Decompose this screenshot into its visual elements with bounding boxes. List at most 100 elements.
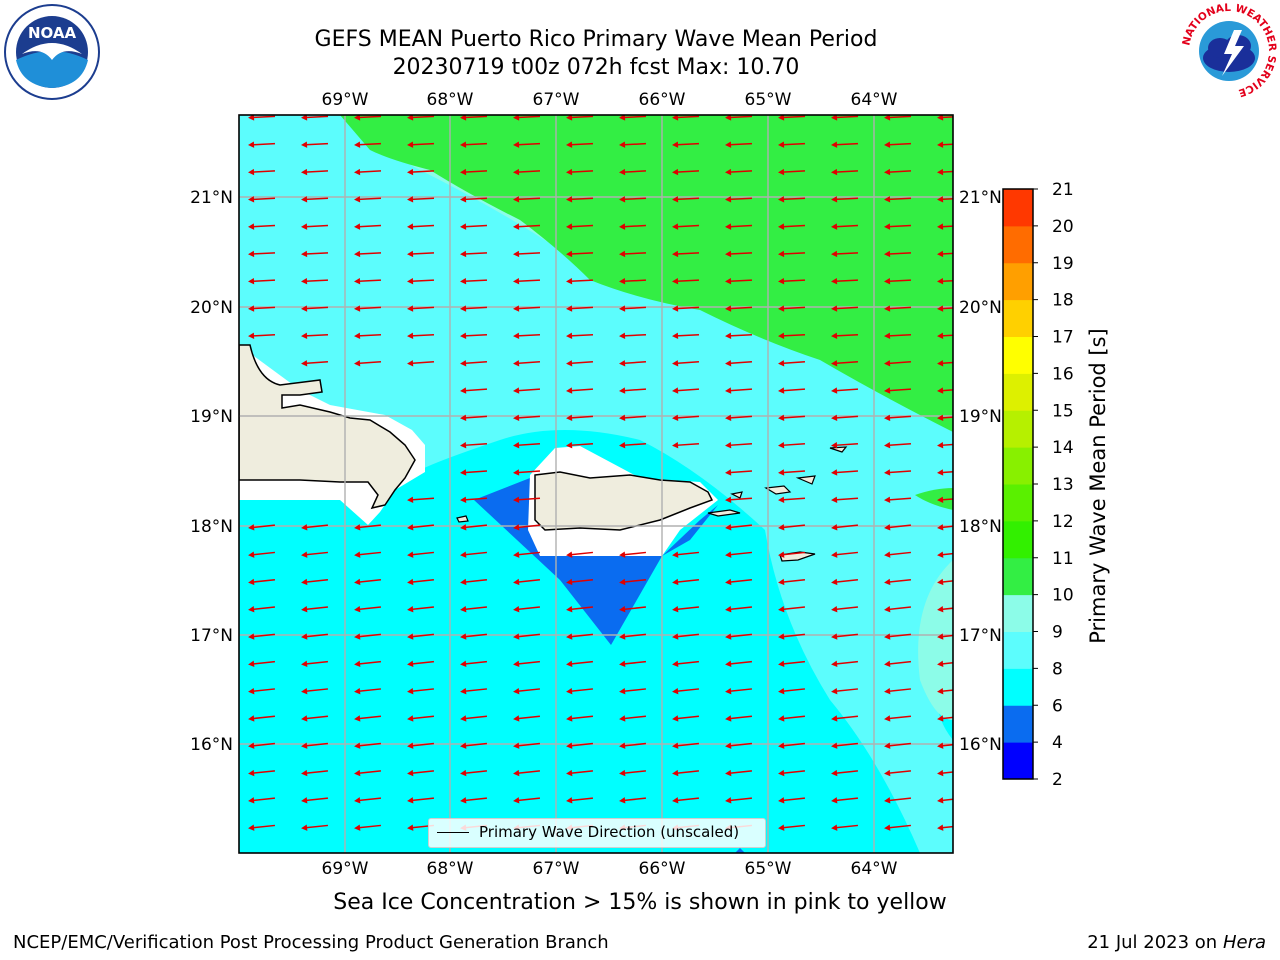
wave-arrow (619, 551, 647, 558)
wave-arrow (460, 360, 488, 367)
wave-arrow (778, 115, 806, 121)
wave-arrow (566, 360, 594, 367)
wave-arrow (884, 606, 912, 613)
noaa-logo: NOAA (2, 2, 102, 106)
wave-arrow (937, 496, 953, 503)
wave-arrow (672, 115, 700, 121)
wave-arrow (301, 360, 329, 367)
wave-arrow (460, 278, 488, 285)
wave-arrow (937, 115, 953, 121)
wave-arrow (301, 633, 329, 640)
colorbar-tick-label: 6 (1052, 696, 1063, 716)
wave-arrow (778, 742, 806, 749)
lon-tick-label: 65°W (745, 90, 792, 110)
wave-arrow (619, 578, 647, 586)
wave-arrow (778, 769, 806, 777)
wave-arrow (725, 797, 753, 804)
wave-arrow (248, 687, 276, 695)
wave-arrow (301, 115, 329, 121)
wave-arrow (407, 250, 435, 258)
wave-arrow (407, 769, 435, 777)
anegada-island (829, 446, 848, 453)
wave-arrow (831, 250, 859, 258)
wave-arrow (937, 278, 953, 285)
wave-arrow (725, 414, 753, 422)
wave-arrow (778, 332, 806, 340)
wave-arrow (354, 196, 382, 203)
wave-arrow (513, 660, 541, 668)
wave-arrow (248, 250, 276, 258)
wave-arrow (460, 524, 488, 531)
wave-arrow (725, 115, 753, 121)
wave-arrow (566, 141, 594, 148)
wave-arrow (248, 578, 276, 586)
wave-arrow (725, 687, 753, 695)
wave-arrow (301, 606, 329, 613)
colorbar-tick-label: 4 (1052, 733, 1063, 753)
wave-arrow (884, 414, 912, 422)
wave-arrow (725, 305, 753, 312)
colorbar-segment (1003, 373, 1033, 411)
wave-arrow (460, 633, 488, 640)
mona-island (456, 515, 469, 523)
wave-arrow (725, 742, 753, 749)
colorbar-segment (1003, 484, 1033, 522)
colorbar-segment (1003, 299, 1033, 337)
colorbar-segment (1003, 447, 1033, 485)
wave-arrow (937, 332, 953, 340)
wave-arrow (778, 360, 806, 367)
wave-arrow (884, 578, 912, 586)
wave-arrow (725, 141, 753, 148)
wave-arrow (725, 278, 753, 285)
wave-arrow (301, 250, 329, 258)
wave-arrow (460, 606, 488, 613)
wave-arrow (513, 332, 541, 340)
wave-arrow (301, 797, 329, 804)
wave-arrow (831, 332, 859, 340)
wave-arrow (725, 660, 753, 668)
wave-arrow (513, 305, 541, 312)
wave-arrow (725, 769, 753, 777)
wave-arrow (884, 524, 912, 531)
wave-arrow (460, 469, 488, 476)
wave-arrow (884, 441, 912, 449)
wave-arrow (354, 687, 382, 695)
wave-arrow (513, 387, 541, 394)
wave-arrow (407, 715, 435, 722)
colorbar-segment (1003, 631, 1033, 669)
wave-arrow (937, 305, 953, 312)
wave-arrow (937, 797, 953, 804)
wave-arrow (937, 414, 953, 422)
wave-arrow (831, 196, 859, 203)
wave-arrow (460, 660, 488, 668)
colorbar-tick-label: 16 (1052, 364, 1074, 384)
wave-arrow (778, 469, 806, 476)
wave-arrow (354, 715, 382, 722)
wave-arrow (407, 305, 435, 312)
noaa-logo-text: NOAA (28, 24, 77, 42)
wave-arrow (725, 387, 753, 394)
footer-branch: NCEP/EMC/Verification Post Processing Pr… (13, 932, 609, 953)
wave-arrow (672, 742, 700, 749)
wave-arrow (460, 742, 488, 749)
virgin-islands-east (795, 475, 816, 485)
map-frame (238, 114, 954, 854)
wave-arrow (831, 305, 859, 312)
wave-arrow (884, 469, 912, 476)
wave-arrow (619, 196, 647, 203)
wave-arrow (513, 469, 541, 476)
wave-arrow (248, 115, 276, 121)
wave-arrow (619, 414, 647, 422)
wave-arrow (354, 578, 382, 586)
wave-arrow (619, 250, 647, 258)
wave-arrow (937, 387, 953, 394)
land-layer (239, 344, 848, 562)
wave-arrow (513, 414, 541, 422)
wave-arrow (566, 250, 594, 258)
wave-arrow (778, 250, 806, 258)
wave-arrow (301, 305, 329, 312)
lon-tick-label: 67°W (533, 859, 580, 879)
wave-arrow (937, 469, 953, 476)
wave-arrow (725, 606, 753, 613)
colorbar-tick-label: 18 (1052, 291, 1074, 311)
